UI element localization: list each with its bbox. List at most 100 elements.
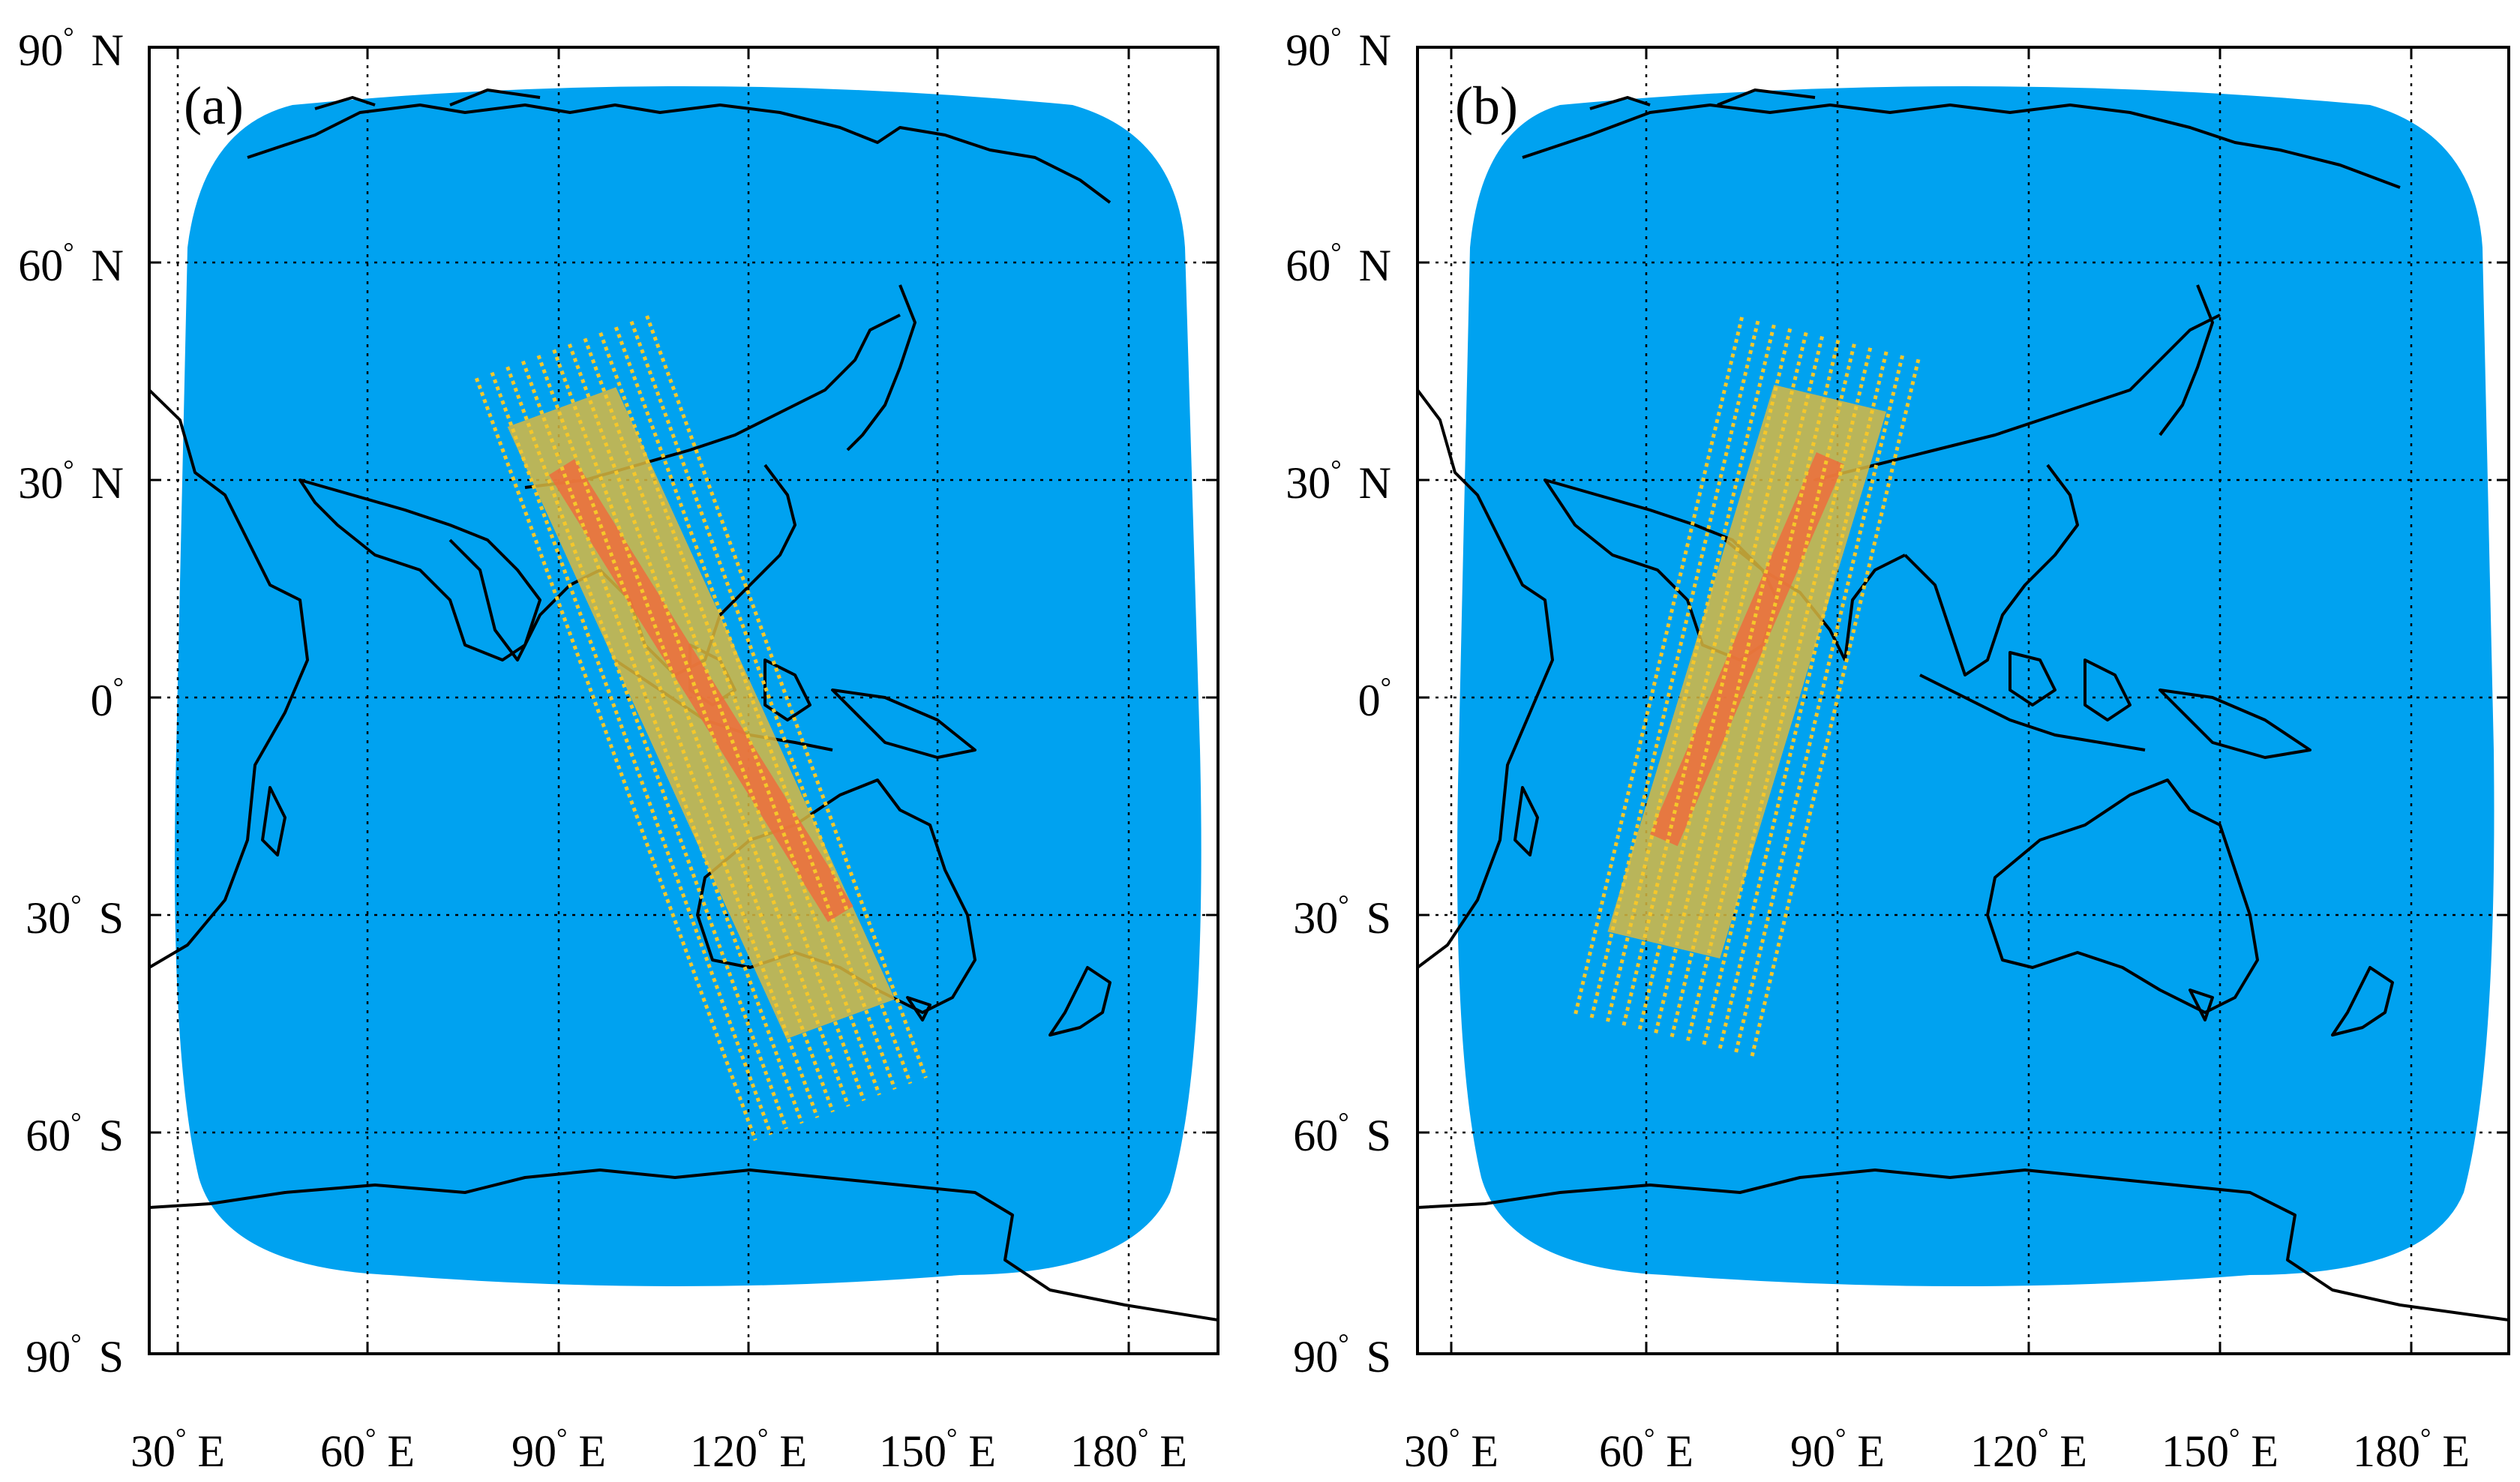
longitude-hemisphere: E: [1846, 1426, 1885, 1476]
swath-scan-line: [520, 360, 804, 1124]
latitude-hemisphere: S: [1355, 1111, 1391, 1160]
axis-ticks: [149, 46, 1218, 1355]
longitude-hemisphere: E: [2240, 1426, 2278, 1476]
observation-swath: [474, 315, 928, 1142]
latitude-label: 30° S: [1293, 890, 1391, 943]
coastlines: [1418, 88, 2509, 1322]
degree-symbol: °: [2420, 1423, 2431, 1453]
latitude-label: 90° N: [1286, 22, 1391, 75]
swath-scan-line: [583, 338, 866, 1102]
latitude-label: 30° N: [18, 454, 124, 508]
longitude-label: 150° E: [879, 1423, 996, 1476]
longitude-label: 120° E: [690, 1423, 807, 1476]
longitude-degree: 150: [879, 1426, 946, 1476]
longitude-degree: 90: [1790, 1426, 1835, 1476]
latitude-label: 30° S: [26, 890, 124, 943]
longitude-degree: 120: [1970, 1426, 2038, 1476]
latitude-label: 0°: [91, 672, 124, 725]
latitude-label: 60° S: [26, 1107, 124, 1160]
longitude-hemisphere: E: [768, 1426, 807, 1476]
latitude-label: 60° N: [18, 237, 124, 290]
degree-symbol: °: [1381, 672, 1391, 702]
swath-scan-line: [614, 326, 897, 1090]
degree-symbol: °: [1330, 454, 1341, 484]
latitude-label: 0°: [1358, 672, 1391, 725]
longitude-label: 30° E: [1404, 1423, 1498, 1476]
longitude-label: 120° E: [1970, 1423, 2087, 1476]
degree-symbol: °: [70, 890, 81, 920]
latitude-hemisphere: N: [1348, 241, 1391, 290]
swath-scan-line: [598, 332, 881, 1096]
graticule: [149, 47, 1218, 1354]
longitude-label: 180° E: [1070, 1423, 1187, 1476]
longitude-degree: 150: [2162, 1426, 2229, 1476]
longitude-label: 90° E: [512, 1423, 606, 1476]
degree-symbol: °: [365, 1423, 376, 1453]
map-panel-a: (a) 90° N60° N30° N0°30° S60° S90° S 30°…: [18, 22, 1220, 1476]
longitude-labels: 30° E 60° E 90° E 120° E 150° E 180° E: [130, 1423, 1187, 1476]
longitude-degree: 90: [512, 1426, 556, 1476]
latitude-label: 60° S: [1293, 1107, 1391, 1160]
latitude-degree: 60: [26, 1111, 70, 1160]
longitude-degree: 60: [320, 1426, 365, 1476]
longitude-label: 150° E: [2162, 1423, 2278, 1476]
longitude-hemisphere: E: [376, 1426, 415, 1476]
latitude-degree: 90: [1286, 26, 1330, 75]
latitude-degree: 90: [1293, 1332, 1338, 1382]
longitude-hemisphere: E: [567, 1426, 606, 1476]
degree-symbol: °: [63, 454, 74, 484]
latitude-label: 90° S: [1293, 1328, 1391, 1382]
latitude-degree: 30: [26, 893, 70, 943]
graticule: [1418, 47, 2509, 1354]
longitude-hemisphere: E: [957, 1426, 996, 1476]
degree-symbol: °: [1449, 1423, 1460, 1453]
degree-symbol: °: [2038, 1423, 2048, 1453]
longitude-degree: 60: [1599, 1426, 1644, 1476]
longitude-label: 60° E: [320, 1423, 415, 1476]
latitude-labels: 90° N60° N30° N0°30° S60° S90° S: [1286, 22, 1391, 1382]
latitude-label: 90° N: [18, 22, 124, 75]
latitude-degree: 60: [18, 241, 63, 290]
latitude-hemisphere: S: [88, 893, 124, 943]
latitude-degree: 30: [18, 458, 63, 508]
degree-symbol: °: [63, 22, 74, 52]
longitude-hemisphere: E: [186, 1426, 225, 1476]
longitude-hemisphere: E: [2048, 1426, 2087, 1476]
longitude-degree: 180: [1070, 1426, 1138, 1476]
latitude-hemisphere: N: [80, 241, 124, 290]
degree-symbol: °: [1338, 1328, 1348, 1358]
degree-symbol: °: [1330, 22, 1341, 52]
longitude-degree: 180: [2353, 1426, 2420, 1476]
latitude-label: 90° S: [26, 1328, 124, 1382]
degree-symbol: °: [2229, 1423, 2240, 1453]
latitude-hemisphere: N: [1348, 26, 1391, 75]
degree-symbol: °: [113, 672, 124, 702]
latitude-degree: 30: [1286, 458, 1330, 508]
degree-symbol: °: [758, 1423, 768, 1453]
map-frame: [148, 46, 1220, 1355]
latitude-hemisphere: S: [1355, 893, 1391, 943]
panel-label: (a): [184, 76, 244, 136]
latitude-degree: 60: [1286, 241, 1330, 290]
degree-symbol: °: [946, 1423, 957, 1453]
latitude-hemisphere: S: [88, 1111, 124, 1160]
latitude-label: 60° N: [1286, 237, 1391, 290]
degree-symbol: °: [70, 1328, 81, 1358]
swath-scan-line: [490, 371, 773, 1136]
longitude-label: 90° E: [1790, 1423, 1885, 1476]
longitude-hemisphere: E: [1654, 1426, 1694, 1476]
latitude-degree: 90: [18, 26, 63, 75]
latitude-hemisphere: S: [88, 1332, 124, 1382]
longitude-hemisphere: E: [2431, 1426, 2470, 1476]
latitude-hemisphere: N: [80, 458, 124, 508]
swath-scan-line: [474, 377, 758, 1142]
degree-symbol: °: [1644, 1423, 1654, 1453]
longitude-degree: 30: [130, 1426, 176, 1476]
longitude-hemisphere: E: [1460, 1426, 1498, 1476]
degree-symbol: °: [556, 1423, 567, 1453]
degree-symbol: °: [1330, 237, 1341, 267]
latitude-hemisphere: S: [1355, 1332, 1391, 1382]
longitude-label: 180° E: [2353, 1423, 2470, 1476]
swath-scan-line: [629, 320, 913, 1084]
